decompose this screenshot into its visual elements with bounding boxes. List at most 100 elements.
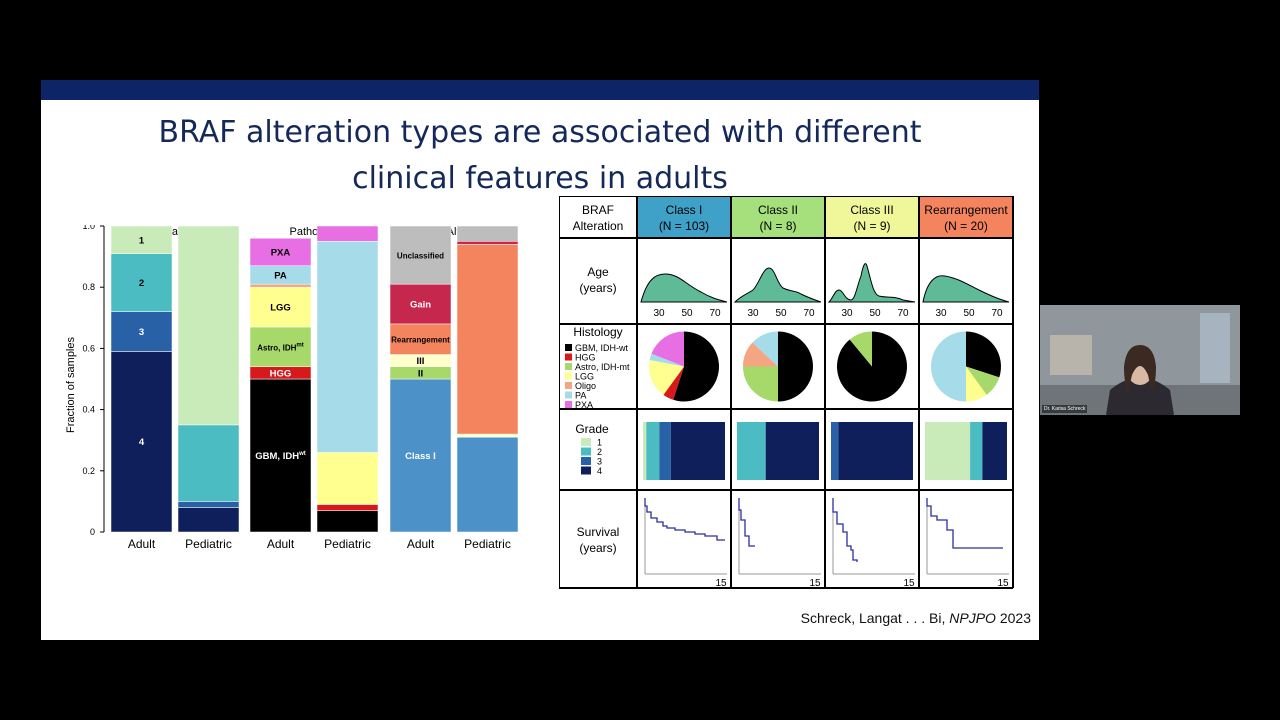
segment-label: PXA (271, 248, 291, 259)
grade-legend-swatch (581, 438, 591, 446)
y-tick-label: 0.8 (82, 282, 95, 292)
survival-curve-line (926, 498, 1003, 549)
header-label-line1: BRAF (582, 203, 614, 217)
grade-legend-swatch (581, 457, 591, 465)
survival-curve-plot: 15 (738, 498, 821, 589)
grade-bar-segment (670, 422, 725, 480)
stacked-bar-charts: Fraction of samples1.00.80.60.40.20Grade… (65, 225, 519, 551)
header-class-n: (N = 103) (659, 219, 709, 233)
histology-legend-swatch (565, 401, 572, 408)
pie-slice (651, 331, 685, 367)
age-tick-label: 30 (747, 308, 759, 319)
x-category-label: Pediatric (324, 537, 371, 551)
survival-curve-line (644, 498, 725, 541)
grade-legend-swatch (581, 466, 591, 475)
segment-label: GBM, IDHwt (255, 451, 305, 462)
participant-video-frame (1040, 305, 1240, 415)
grade-legend-label: 2 (597, 447, 602, 457)
age-tick-label: 30 (935, 308, 947, 319)
bar-segment (177, 424, 240, 502)
bar-segment (110, 311, 173, 352)
age-density-plot: 30 50 70 (733, 267, 822, 319)
segment-label: PA (274, 270, 287, 281)
header-class-n: (N = 8) (759, 219, 796, 233)
bar-segment (389, 283, 452, 325)
histology-legend-label: HGG (575, 353, 596, 363)
bar-segment (456, 244, 519, 435)
bar-segment (110, 351, 173, 533)
header-class-n: (N = 20) (944, 219, 988, 233)
bar-segment (249, 237, 312, 267)
pie-slice (743, 366, 778, 402)
y-tick-label: 0 (90, 527, 95, 537)
survival-tick-label: 15 (715, 578, 727, 589)
y-tick-label: 0.4 (82, 405, 95, 415)
grade-bar-segment (831, 422, 839, 480)
histology-legend-swatch (565, 353, 572, 361)
y-tick-label: 0.6 (82, 343, 95, 353)
citation: Schreck, Langat . . . Bi, NPJPO 2023 (801, 610, 1031, 626)
grade-bar-segment (970, 422, 983, 480)
histology-legend-swatch (565, 363, 572, 370)
slide-header-band (41, 80, 1039, 100)
x-category-label: Pediatric (464, 537, 511, 551)
participant-video[interactable]: Dr. Karisa Schreck (1040, 305, 1240, 415)
citation-year: 2023 (999, 610, 1031, 626)
histology-legend-swatch (565, 382, 572, 389)
segment-label: Unclassified (397, 252, 444, 261)
pie-slice (966, 366, 1000, 395)
histology-legend-swatch (565, 344, 572, 351)
bar-segment (249, 283, 312, 288)
grade-bar-segment (659, 422, 671, 480)
segment-label: HGG (270, 368, 292, 379)
citation-authors: Schreck, Langat . . . Bi, (800, 610, 946, 626)
x-category-label: Pediatric (185, 537, 232, 551)
bar-segment (456, 241, 519, 245)
bar-segment (316, 241, 379, 453)
segment-label: Rearrangement (391, 336, 450, 345)
age-density-plot: 30 50 70 (640, 273, 728, 319)
bar-segment (316, 452, 379, 505)
row-label-histology: Histology (573, 325, 622, 339)
age-density-plot: 30 50 70 (827, 263, 916, 319)
segment-label: Gain (410, 300, 431, 311)
survival-curve-plot: 15 (926, 498, 1009, 589)
age-tick-label: 50 (681, 308, 693, 319)
bar-segment (389, 225, 452, 285)
header-class-name: Class II (758, 203, 798, 217)
bar-segment (177, 501, 240, 508)
age-tick-label: 70 (897, 308, 909, 319)
grade-legend-label: 3 (597, 457, 602, 467)
pie-slice (673, 331, 719, 402)
row-label-survival: Survival (577, 525, 620, 539)
pie-slice (931, 331, 967, 402)
slide-title: BRAF alteration types are associated wit… (41, 110, 1039, 202)
header-cell-bg (825, 196, 919, 238)
bar-segment (249, 326, 312, 368)
histology-legend-swatch (565, 372, 572, 380)
pie-slice (849, 331, 873, 367)
row-label-age: Age (587, 265, 609, 279)
bar-segment (316, 510, 379, 533)
survival-tick-label: 15 (809, 578, 821, 589)
grade-bar-segment (925, 422, 971, 480)
histology-legend-label: LGG (575, 372, 594, 382)
age-density-area (827, 263, 916, 303)
histology-legend-label: Oligo (575, 381, 596, 391)
bar-segment (110, 253, 173, 312)
bar-segment (177, 507, 240, 533)
segment-label: 1 (139, 235, 145, 246)
header-cell-bg (731, 196, 825, 238)
bar-segment (456, 433, 519, 438)
header-class-name: Class I (666, 203, 703, 217)
bar-segment (110, 225, 173, 254)
age-tick-label: 50 (869, 308, 881, 319)
header-cell-bg (637, 196, 731, 238)
segment-label: Class I (405, 451, 436, 462)
histology-legend-swatch (565, 391, 572, 399)
segment-label: 2 (139, 278, 144, 289)
survival-tick-label: 15 (997, 578, 1009, 589)
histology-legend-label: Astro, IDH-mt (575, 362, 630, 372)
grade-legend-swatch (581, 447, 591, 456)
segment-label: 3 (139, 327, 144, 338)
